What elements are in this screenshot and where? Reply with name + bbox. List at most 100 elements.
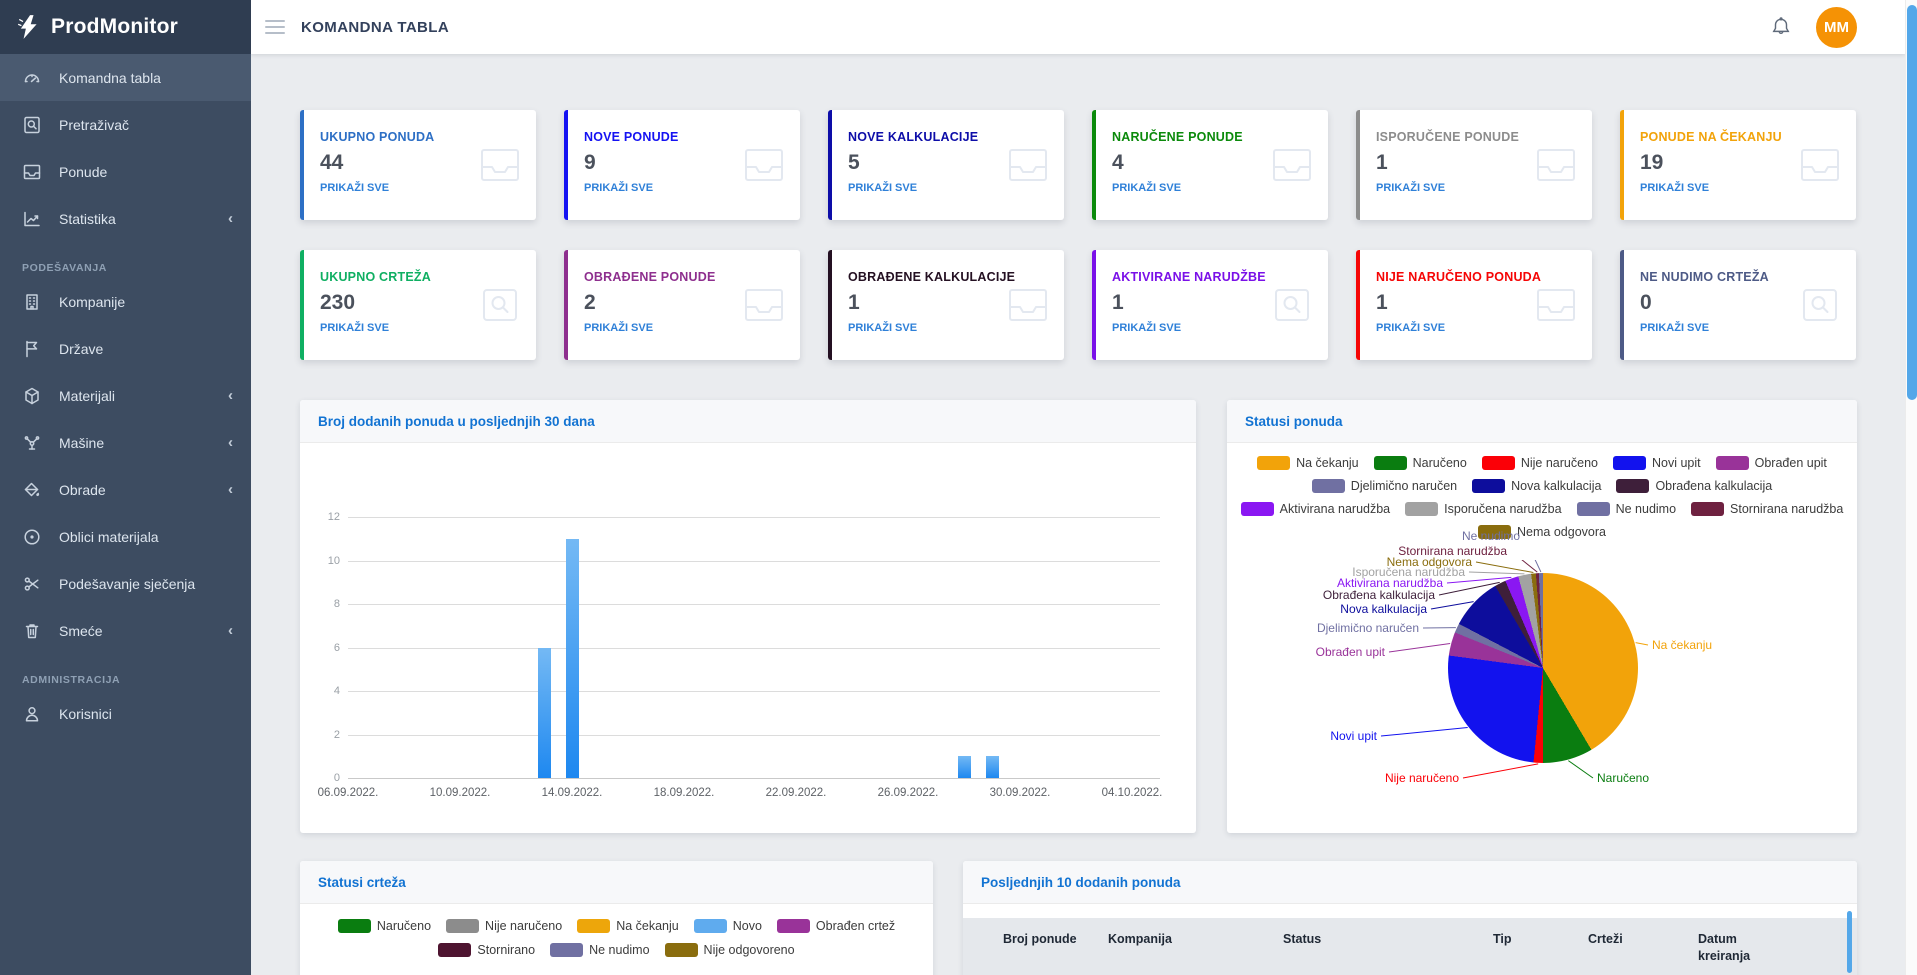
table-header-row: Broj ponude Kompanija Status Tip Crteži Datum… (963, 918, 1857, 975)
legend-item-nema-odgovora[interactable]: Nema odgovora (1478, 525, 1606, 539)
legend-item-ne-nudimo[interactable]: Ne nudimo (1576, 502, 1677, 516)
card-title: NARUČENE PONUDE (1112, 130, 1243, 144)
sidebar-item-komandna-tabla[interactable]: Komandna tabla (0, 54, 251, 101)
card-show-all-link[interactable]: PRIKAŽI SVE (1376, 322, 1446, 334)
legend-item-aktivirana-narud-ba[interactable]: Aktivirana narudžba (1240, 502, 1390, 516)
user-avatar[interactable]: MM (1816, 6, 1857, 48)
page-scrollbar-thumb[interactable] (1907, 5, 1917, 400)
sidebar-item-dr-ave[interactable]: Države (0, 325, 251, 372)
table-scrollbar-thumb[interactable] (1847, 911, 1852, 973)
legend-swatch (438, 943, 472, 957)
stat-card-nove-ponude: NOVE PONUDE 9 PRIKAŽI SVE (564, 110, 800, 220)
pie-callout-nije-naru-eno: Nije naručeno (1384, 771, 1459, 785)
sidebar-item-pretra-iva-[interactable]: Pretraživač (0, 101, 251, 148)
card-value: 1 (1376, 151, 1388, 174)
card-value: 0 (1640, 291, 1652, 314)
card-accent-bar (564, 110, 568, 220)
legend-item-naru-eno[interactable]: Naručeno (337, 919, 431, 933)
legend-item-obra-en-crte-[interactable]: Obrađen crtež (776, 919, 895, 933)
card-show-all-link[interactable]: PRIKAŽI SVE (848, 182, 918, 194)
card-show-all-link[interactable]: PRIKAŽI SVE (1640, 182, 1710, 194)
legend-item-na-ekanju[interactable]: Na čekanju (1257, 456, 1359, 470)
card-show-all-link[interactable]: PRIKAŽI SVE (1640, 322, 1710, 334)
legend-item-obra-en-upit[interactable]: Obrađen upit (1715, 456, 1827, 470)
legend-item-novo[interactable]: Novo (693, 919, 762, 933)
flag-icon (22, 339, 42, 359)
pie-callout-aktivirana-narud-ba: Aktivirana narudžba (1336, 576, 1443, 590)
legend-label: Djelimično naručen (1350, 479, 1458, 493)
legend-item-na-ekanju[interactable]: Na čekanju (577, 919, 679, 933)
legend-item-nova-kalkulacija[interactable]: Nova kalkulacija (1472, 479, 1601, 493)
legend-item-djelimi-no-naru-en[interactable]: Djelimično naručen (1311, 479, 1458, 493)
pie-chart[interactable] (1448, 573, 1638, 763)
sidebar-item-kompanije[interactable]: Kompanije (0, 278, 251, 325)
legend-item-isporu-ena-narud-ba[interactable]: Isporučena narudžba (1405, 502, 1562, 516)
stat-card-naru-ene-ponude: NARUČENE PONUDE 4 PRIKAŽI SVE (1092, 110, 1328, 220)
legend-swatch (1311, 479, 1345, 493)
legend-item-novi-upit[interactable]: Novi upit (1612, 456, 1701, 470)
sidebar-item-sme-e[interactable]: Smeće ‹ (0, 607, 251, 654)
inbox-tray-icon (1536, 148, 1576, 187)
sidebar-item-oblici-materijala[interactable]: Oblici materijala (0, 513, 251, 560)
sidebar-item-pode-avanje-sje-enja[interactable]: Podešavanje sječenja (0, 560, 251, 607)
column-header-crte-i: Crteži (1588, 932, 1623, 946)
legend-label: Ne nudimo (1615, 502, 1677, 516)
card-show-all-link[interactable]: PRIKAŽI SVE (1112, 182, 1182, 194)
search-document-icon (1272, 288, 1312, 327)
column-header-broj-ponude: Broj ponude (1003, 932, 1077, 946)
sidebar-item-ponude[interactable]: Ponude (0, 148, 251, 195)
legend-item-obra-ena-kalkulacija[interactable]: Obrađena kalkulacija (1616, 479, 1772, 493)
search-document-icon (1800, 288, 1840, 327)
chart-icon (22, 209, 42, 229)
legend-item-stornirano[interactable]: Stornirano (438, 943, 535, 957)
legend-item-nije-naru-eno[interactable]: Nije naručeno (446, 919, 562, 933)
page-title: KOMANDNA TABLA (301, 18, 450, 36)
card-show-all-link[interactable]: PRIKAŽI SVE (584, 182, 654, 194)
pie-callout-na-ekanju: Na čekanju (1652, 638, 1713, 652)
card-accent-bar (1356, 250, 1360, 360)
cube-icon (22, 386, 42, 406)
bar-28.09.2022.[interactable] (958, 756, 971, 778)
sidebar-item-label: Države (59, 340, 104, 357)
card-show-all-link[interactable]: PRIKAŽI SVE (848, 322, 918, 334)
legend-item-nije-odgovoreno[interactable]: Nije odgovoreno (664, 943, 795, 957)
card-show-all-link[interactable]: PRIKAŽI SVE (320, 322, 390, 334)
legend-label: Nema odgovora (1517, 525, 1606, 539)
legend-label: Isporučena narudžba (1444, 502, 1562, 516)
menu-toggle-icon[interactable] (265, 20, 285, 34)
pie-callout-naru-eno: Naručeno (1597, 771, 1650, 785)
legend-item-stornirana-narud-ba[interactable]: Stornirana narudžba (1691, 502, 1843, 516)
disc-icon (22, 527, 42, 547)
bar-14.09.2022.[interactable] (566, 538, 579, 778)
card-show-all-link[interactable]: PRIKAŽI SVE (320, 182, 390, 194)
legend-swatch (1240, 502, 1274, 516)
legend-item-nije-naru-eno[interactable]: Nije naručeno (1481, 456, 1598, 470)
card-show-all-link[interactable]: PRIKAŽI SVE (1376, 182, 1446, 194)
legend-label: Novi upit (1651, 456, 1701, 470)
app-logo[interactable]: ProdMonitor (0, 0, 251, 54)
notifications-bell-icon[interactable] (1770, 16, 1792, 38)
sidebar-item-ma-ine[interactable]: Mašine ‹ (0, 419, 251, 466)
paint-icon (22, 480, 42, 500)
card-show-all-link[interactable]: PRIKAŽI SVE (584, 322, 654, 334)
sidebar-item-statistika[interactable]: Statistika ‹ (0, 195, 251, 242)
card-value: 5 (848, 151, 860, 174)
legend-item-ne-nudimo[interactable]: Ne nudimo (550, 943, 650, 957)
sidebar-item-label: Obrade (59, 481, 106, 498)
card-accent-bar (1620, 250, 1624, 360)
column-header-status: Status (1283, 932, 1322, 946)
sidebar-item-korisnici[interactable]: Korisnici (0, 690, 251, 737)
sidebar-item-obrade[interactable]: Obrade ‹ (0, 466, 251, 513)
y-axis-tick: 4 (333, 685, 340, 697)
bar-13.09.2022.[interactable] (538, 647, 551, 778)
legend-label: Naručeno (1412, 456, 1467, 470)
legend-swatch (776, 919, 810, 933)
legend-label: Nije odgovoreno (703, 943, 795, 957)
card-show-all-link[interactable]: PRIKAŽI SVE (1112, 322, 1182, 334)
bar-29.09.2022.[interactable] (986, 756, 999, 778)
legend-item-naru-eno[interactable]: Naručeno (1373, 456, 1467, 470)
legend-label: Nije naručeno (485, 919, 563, 933)
sidebar-item-materijali[interactable]: Materijali ‹ (0, 372, 251, 419)
card-title: NE NUDIMO CRTEŽA (1640, 270, 1769, 284)
card-accent-bar (1356, 110, 1360, 220)
